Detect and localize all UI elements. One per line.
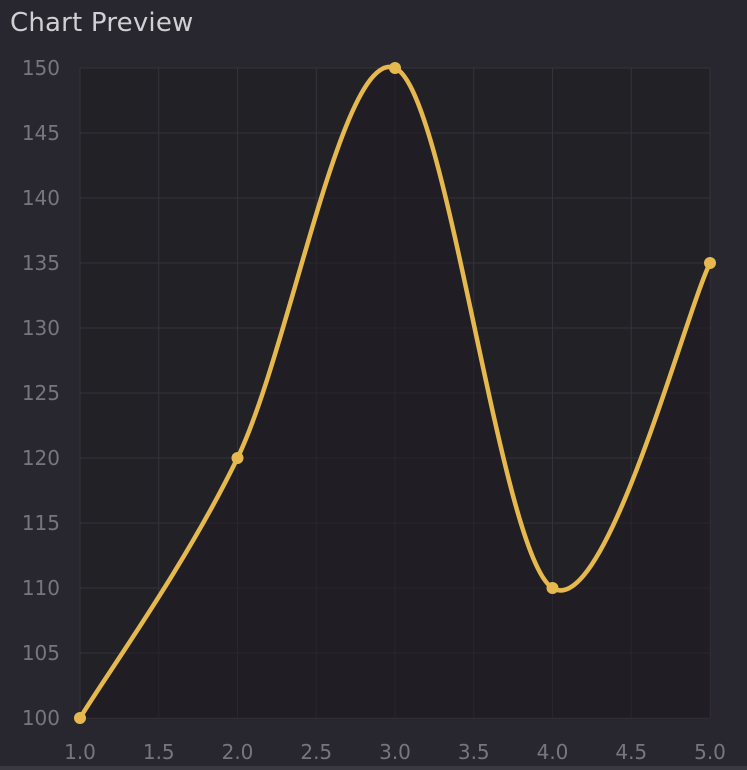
y-tick-label: 140 — [22, 186, 60, 210]
y-tick-label: 130 — [22, 316, 60, 340]
data-point — [389, 62, 401, 74]
x-tick-label: 4.0 — [537, 740, 569, 764]
x-tick-label: 2.5 — [300, 740, 332, 764]
x-tick-label: 1.0 — [64, 740, 96, 764]
y-tick-label: 150 — [22, 56, 60, 80]
panel-title: Chart Preview — [10, 8, 194, 38]
x-tick-label: 4.5 — [615, 740, 647, 764]
x-tick-labels: 1.0 1.5 2.0 2.5 3.0 3.5 4.0 4.5 5.0 — [64, 740, 726, 764]
x-tick-label: 3.0 — [379, 740, 411, 764]
y-tick-label: 105 — [22, 641, 60, 665]
y-tick-label: 145 — [22, 121, 60, 145]
x-tick-label: 5.0 — [694, 740, 726, 764]
data-point — [231, 452, 244, 464]
x-tick-label: 3.5 — [458, 740, 490, 764]
x-tick-label: 2.0 — [222, 740, 254, 764]
data-markers — [74, 62, 716, 724]
area-fill — [80, 66, 710, 719]
y-tick-label: 100 — [22, 706, 60, 730]
y-tick-label: 115 — [22, 511, 60, 535]
y-tick-label: 110 — [22, 576, 60, 600]
series-line — [77, 64, 713, 721]
data-point — [74, 712, 86, 724]
y-tick-labels: 100 105 110 115 120 125 130 135 140 145 150 — [22, 56, 60, 730]
y-tick-label: 120 — [22, 446, 60, 470]
data-point — [704, 257, 716, 269]
panel-bottom-edge — [0, 766, 747, 770]
y-tick-label: 125 — [22, 381, 60, 405]
x-tick-label: 1.5 — [143, 740, 175, 764]
y-tick-label: 135 — [22, 251, 60, 275]
data-point — [546, 582, 559, 594]
